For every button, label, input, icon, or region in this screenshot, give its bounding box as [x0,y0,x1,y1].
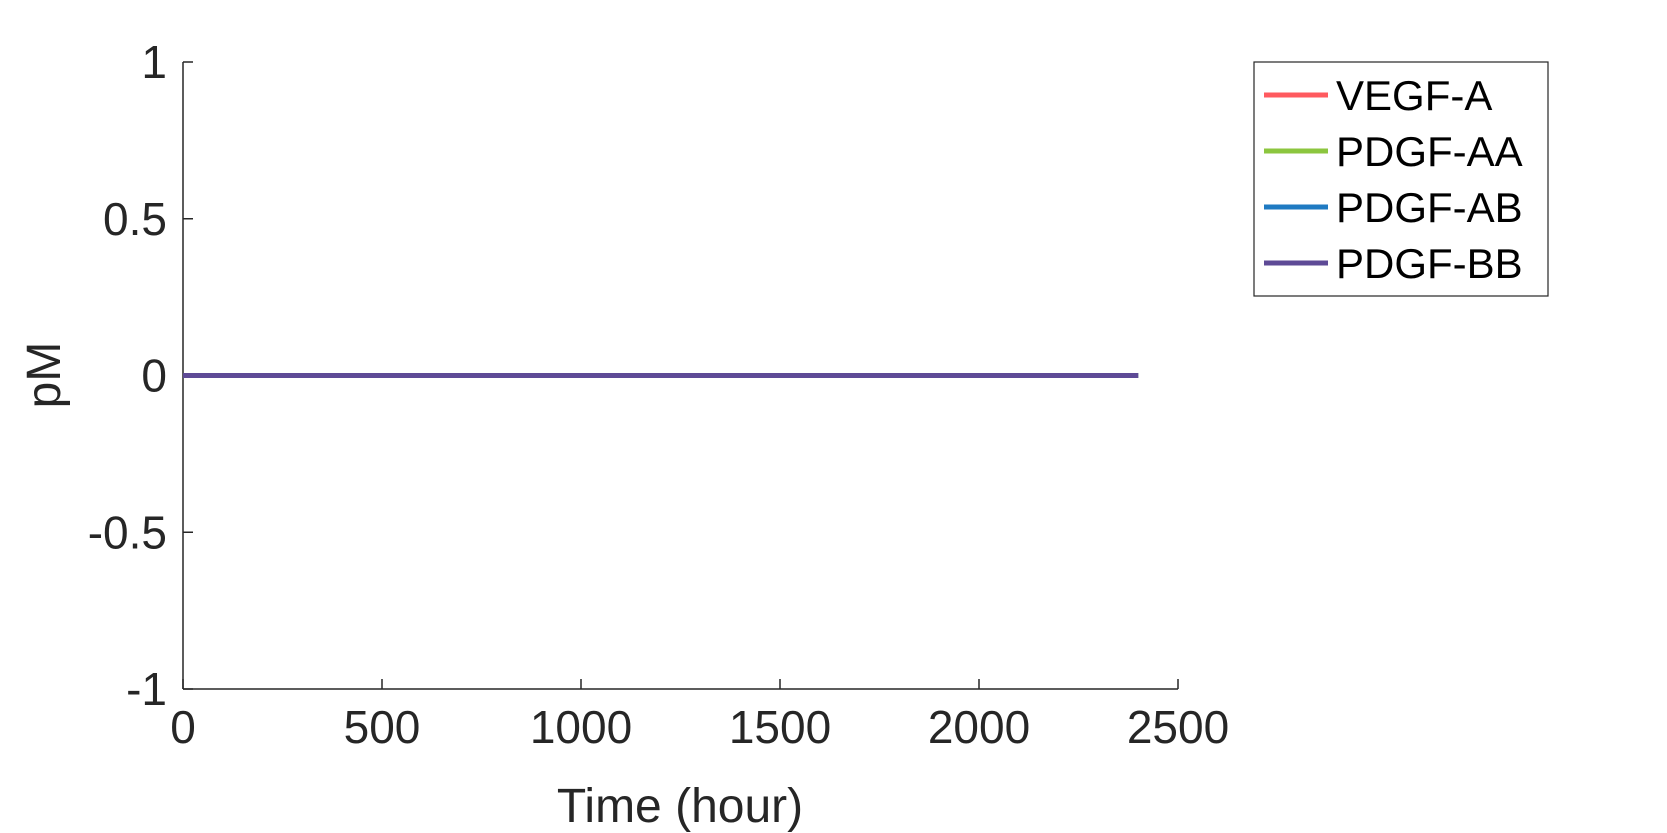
y-tick-label: 0 [141,350,167,402]
x-tick-label: 1000 [530,701,632,753]
x-tick-label: 2500 [1127,701,1229,753]
x-tick-label: 500 [344,701,421,753]
legend-label: PDGF-AA [1336,128,1523,175]
legend-label: PDGF-AB [1336,184,1523,231]
y-tick-label: 0.5 [103,193,167,245]
x-axis-label: Time (hour) [557,780,803,833]
x-ticks: 0 500 1000 1500 2000 2500 [170,679,1229,753]
x-tick-label: 1500 [729,701,831,753]
x-tick-label: 2000 [928,701,1030,753]
y-tick-label: -0.5 [88,506,167,558]
y-ticks: -1 -0.5 0 0.5 1 [88,36,193,715]
y-tick-label: 1 [141,36,167,88]
y-tick-label: -1 [126,663,167,715]
legend-label: VEGF-A [1336,72,1492,119]
x-tick-label: 0 [170,701,196,753]
y-axis-label: pM [18,342,71,409]
legend: VEGF-A PDGF-AA PDGF-AB PDGF-BB [1253,61,1549,297]
legend-box [1253,61,1549,297]
legend-label: PDGF-BB [1336,240,1523,287]
